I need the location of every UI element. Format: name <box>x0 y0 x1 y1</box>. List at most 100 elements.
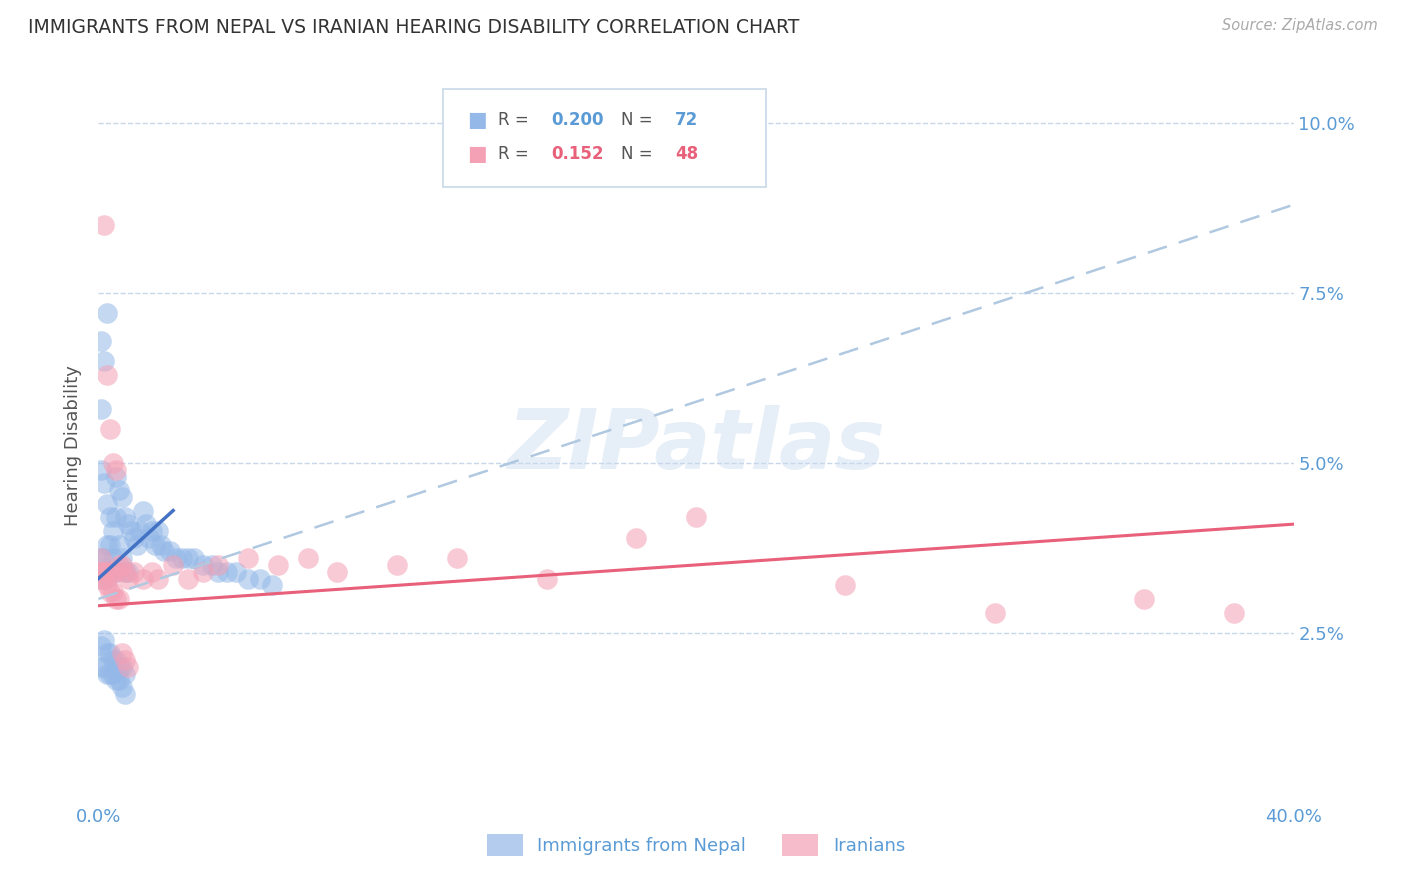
Point <box>138 531 160 545</box>
Text: R =: R = <box>498 145 534 163</box>
Point <box>191 565 214 579</box>
Point <box>141 524 163 538</box>
Point <box>90 565 112 579</box>
Point <box>90 572 112 586</box>
Point <box>90 551 112 566</box>
Point <box>124 565 146 579</box>
Point <box>98 510 122 524</box>
Point <box>129 524 152 538</box>
Point <box>114 653 136 667</box>
Point <box>105 565 128 579</box>
Point <box>98 585 122 599</box>
Point <box>105 463 128 477</box>
Point <box>150 537 173 551</box>
Point <box>103 585 125 599</box>
Point <box>108 660 131 674</box>
Point <box>98 422 122 436</box>
Point <box>626 531 648 545</box>
Point <box>162 558 184 572</box>
Point <box>132 503 155 517</box>
Point <box>105 653 128 667</box>
Point <box>90 334 112 348</box>
Point <box>834 578 856 592</box>
Text: 72: 72 <box>675 112 699 129</box>
Point <box>183 551 205 566</box>
Point <box>135 517 157 532</box>
Point <box>225 565 247 579</box>
Point <box>207 565 229 579</box>
Point <box>114 666 136 681</box>
Point <box>1133 591 1156 606</box>
Point <box>90 660 112 674</box>
Point <box>124 531 146 545</box>
Point <box>108 558 131 572</box>
Legend: Immigrants from Nepal, Iranians: Immigrants from Nepal, Iranians <box>478 825 914 865</box>
Text: N =: N = <box>621 112 658 129</box>
Point <box>90 463 112 477</box>
Point <box>165 551 187 566</box>
Point <box>98 565 122 579</box>
Point <box>93 218 115 232</box>
Point <box>90 565 112 579</box>
Point <box>249 572 271 586</box>
Text: 48: 48 <box>675 145 697 163</box>
Text: Source: ZipAtlas.com: Source: ZipAtlas.com <box>1222 18 1378 33</box>
Point <box>267 558 290 572</box>
Point <box>111 490 134 504</box>
Point <box>117 572 139 586</box>
Point <box>111 660 134 674</box>
Point <box>90 572 112 586</box>
Point <box>93 476 115 491</box>
Point <box>207 558 229 572</box>
Point <box>96 565 118 579</box>
Point <box>117 565 139 579</box>
Point <box>98 646 122 660</box>
Text: IMMIGRANTS FROM NEPAL VS IRANIAN HEARING DISABILITY CORRELATION CHART: IMMIGRANTS FROM NEPAL VS IRANIAN HEARING… <box>28 18 800 37</box>
Point <box>111 680 134 694</box>
Point <box>96 368 118 382</box>
Point <box>159 544 181 558</box>
Point <box>117 517 139 532</box>
Point <box>96 572 118 586</box>
Point <box>536 572 558 586</box>
Text: N =: N = <box>621 145 658 163</box>
Point <box>114 510 136 524</box>
Point <box>93 632 115 647</box>
Point <box>141 565 163 579</box>
Point <box>191 558 214 572</box>
Point <box>105 591 128 606</box>
Point <box>96 578 118 592</box>
Point <box>1223 606 1246 620</box>
Point <box>108 673 131 688</box>
Point <box>984 606 1007 620</box>
Point <box>96 666 118 681</box>
Text: ■: ■ <box>467 111 486 130</box>
Point <box>90 551 112 566</box>
Point <box>177 551 200 566</box>
Point <box>103 456 125 470</box>
Point <box>236 572 259 586</box>
Point <box>127 537 149 551</box>
Point <box>111 646 134 660</box>
Text: ■: ■ <box>467 145 486 164</box>
Point <box>96 646 118 660</box>
Point <box>96 537 118 551</box>
Point <box>148 572 170 586</box>
Point <box>153 544 176 558</box>
Point <box>120 524 142 538</box>
Point <box>260 578 283 592</box>
Point <box>105 469 128 483</box>
Point <box>93 565 115 579</box>
Point <box>103 565 125 579</box>
Point <box>90 640 112 654</box>
Point <box>114 687 136 701</box>
Point <box>117 660 139 674</box>
Point <box>114 565 136 579</box>
Point <box>93 660 115 674</box>
Point <box>446 551 468 566</box>
Point <box>108 591 131 606</box>
Point <box>143 537 166 551</box>
Point <box>108 537 131 551</box>
Point <box>111 551 134 566</box>
Point <box>105 565 128 579</box>
